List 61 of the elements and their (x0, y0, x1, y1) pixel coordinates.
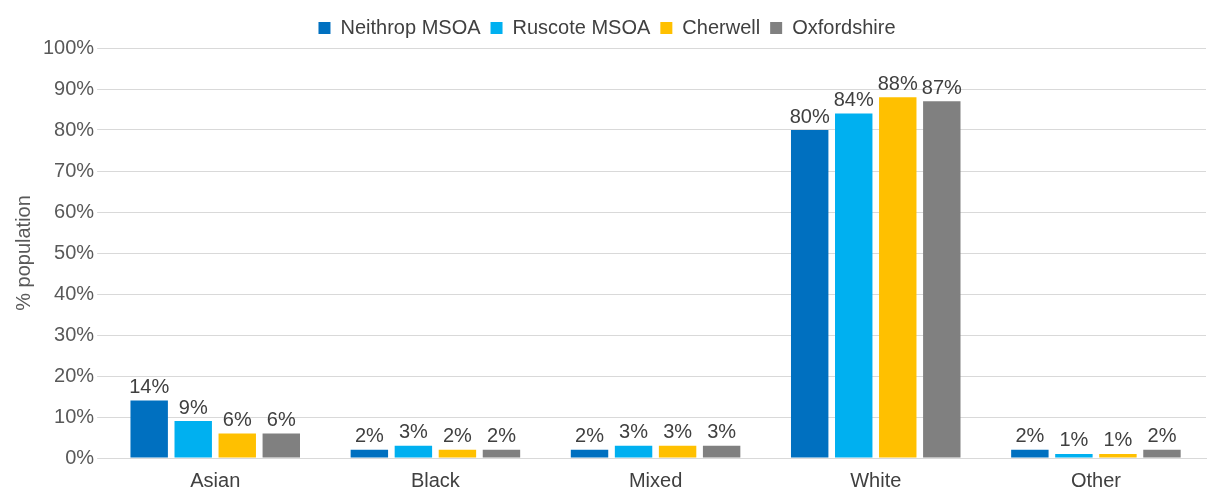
data-label: 3% (619, 420, 649, 443)
data-label: 2% (575, 424, 605, 447)
bar (879, 97, 917, 458)
y-tick-label: 0% (65, 445, 95, 468)
data-label: 2% (442, 424, 473, 447)
data-label: 2% (354, 424, 385, 447)
y-axis-title: % population (11, 195, 34, 311)
y-tick-label: 30% (54, 322, 95, 345)
y-tick-label: 60% (54, 199, 95, 222)
x-tick-label: Black (410, 468, 461, 491)
y-tick-label: 70% (54, 158, 95, 181)
bar (350, 449, 389, 458)
bar (218, 433, 256, 458)
x-tick-label: White (850, 468, 902, 491)
bar (835, 113, 873, 458)
data-label: 9% (178, 395, 208, 418)
bar (790, 130, 829, 458)
legend-label: Neithrop MSOA (340, 15, 482, 38)
bar (262, 433, 300, 458)
bar (1099, 453, 1137, 458)
y-tick-label: 40% (54, 281, 95, 304)
bar (570, 449, 609, 458)
bar (1055, 453, 1093, 458)
data-label: 3% (398, 420, 429, 443)
bar (702, 445, 741, 458)
bar (1143, 449, 1181, 458)
data-label: 6% (222, 407, 252, 430)
bar (394, 445, 433, 458)
data-label: 2% (1147, 424, 1177, 447)
y-tick-label: 80% (54, 117, 95, 140)
bar (614, 445, 653, 458)
y-tick-label: 20% (54, 363, 95, 386)
data-label: 1% (1103, 428, 1133, 451)
bar (658, 445, 697, 458)
bar (130, 400, 168, 458)
data-label: 88% (877, 71, 918, 94)
y-tick-label: 50% (54, 240, 95, 263)
y-tick-label: 10% (54, 404, 95, 427)
bar (438, 449, 477, 458)
x-tick-label: Other (1070, 468, 1122, 491)
bar (174, 421, 212, 458)
legend-label: Ruscote MSOA (512, 15, 652, 38)
data-label: 3% (663, 420, 693, 443)
data-label: 2% (487, 424, 517, 447)
y-tick-label: 90% (54, 76, 95, 99)
y-tick-label: 100% (43, 35, 95, 58)
data-label: 1% (1059, 428, 1089, 451)
data-label: 87% (921, 75, 963, 98)
data-label: 14% (129, 375, 170, 398)
data-label: 80% (789, 104, 830, 127)
legend-label: Oxfordshire (792, 15, 896, 38)
legend-label: Cherwell (682, 15, 761, 38)
x-tick-label: Mixed (628, 468, 683, 491)
data-label: 84% (833, 88, 874, 111)
x-tick-label: Asian (190, 468, 241, 491)
data-label: 6% (266, 407, 296, 430)
bar (1011, 449, 1049, 458)
bar (482, 449, 521, 458)
data-label: 2% (1015, 424, 1045, 447)
data-label: 3% (707, 420, 737, 443)
bar (923, 101, 961, 458)
